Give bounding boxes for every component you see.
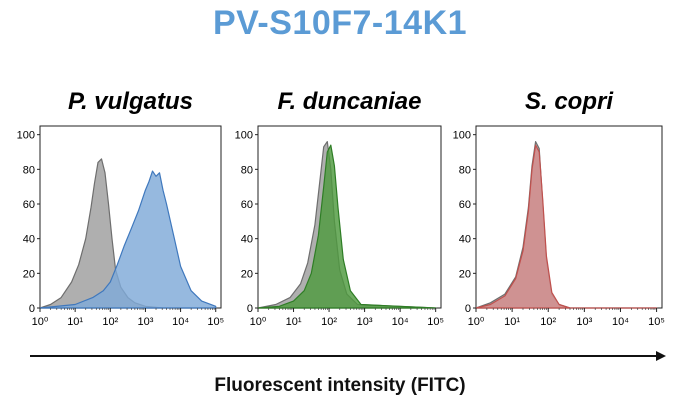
x-tick-label: 10⁴ <box>392 316 409 328</box>
y-tick-label: 100 <box>17 130 35 142</box>
plot-frame <box>475 125 663 309</box>
x-tick-label: 10⁰ <box>32 316 49 328</box>
y-tick-label: 20 <box>459 268 471 280</box>
y-tick-label: 100 <box>235 130 253 142</box>
panel-title: S. copri <box>525 88 614 115</box>
panel-title: F. duncaniae <box>277 88 421 115</box>
x-tick-label: 10⁵ <box>648 316 665 328</box>
x-tick-label: 10³ <box>357 316 373 328</box>
x-tick-label: 10⁴ <box>612 316 629 328</box>
y-tick-label: 80 <box>241 164 253 176</box>
x-axis-title: Fluorescent intensity (FITC) <box>214 375 466 396</box>
y-tick-label: 40 <box>459 234 471 246</box>
plot-frame <box>257 125 442 309</box>
x-tick-label: 10² <box>102 316 118 328</box>
histogram-sample-series <box>475 144 658 309</box>
x-tick-label: 10² <box>321 316 337 328</box>
y-tick-label: 60 <box>459 199 471 211</box>
y-tick-label: 20 <box>241 268 253 280</box>
y-tick-label: 0 <box>29 303 35 315</box>
x-tick-label: 10⁴ <box>172 316 189 328</box>
y-tick-label: 40 <box>241 234 253 246</box>
y-tick-label: 60 <box>23 199 35 211</box>
figure-title: PV-S10F7-14K1 <box>212 4 468 42</box>
histogram-panel-3: S. copri 0 20 40 60 80 100 10⁰ 10¹ 10² 10³ 10⁴ 10⁵ <box>453 88 665 328</box>
y-tick-label: 40 <box>23 234 35 246</box>
histogram-panel-2: F. duncaniae 0 20 40 60 80 100 10⁰ 10¹ 10² 10³ 10⁴ 1… <box>235 88 444 328</box>
y-tick-label: 100 <box>453 130 471 142</box>
histogram-sample-series <box>257 144 437 309</box>
x-tick-label: 10³ <box>137 316 153 328</box>
x-tick-label: 10⁵ <box>207 316 224 328</box>
histogram-panel-1: P. vulgatus 0 20 40 60 80 100 10⁰ 10¹ 10² 10³ 10⁴ 10… <box>17 88 224 328</box>
x-tick-label: 10¹ <box>504 316 520 328</box>
x-tick-label: 10⁰ <box>468 316 485 328</box>
x-tick-label: 10⁵ <box>427 316 444 328</box>
x-tick-label: 10³ <box>576 316 592 328</box>
histogram-sample-series <box>39 170 217 309</box>
y-tick-label: 80 <box>23 164 35 176</box>
panel-title: P. vulgatus <box>68 88 193 115</box>
y-tick-label: 20 <box>23 268 35 280</box>
x-tick-label: 10⁰ <box>250 316 267 328</box>
y-tick-label: 60 <box>241 199 253 211</box>
y-tick-label: 80 <box>459 164 471 176</box>
y-tick-label: 0 <box>247 303 253 315</box>
x-tick-label: 10¹ <box>67 316 83 328</box>
y-tick-label: 0 <box>465 303 471 315</box>
x-tick-label: 10² <box>540 316 556 328</box>
x-tick-label: 10¹ <box>286 316 302 328</box>
histogram-control-series <box>475 141 658 309</box>
